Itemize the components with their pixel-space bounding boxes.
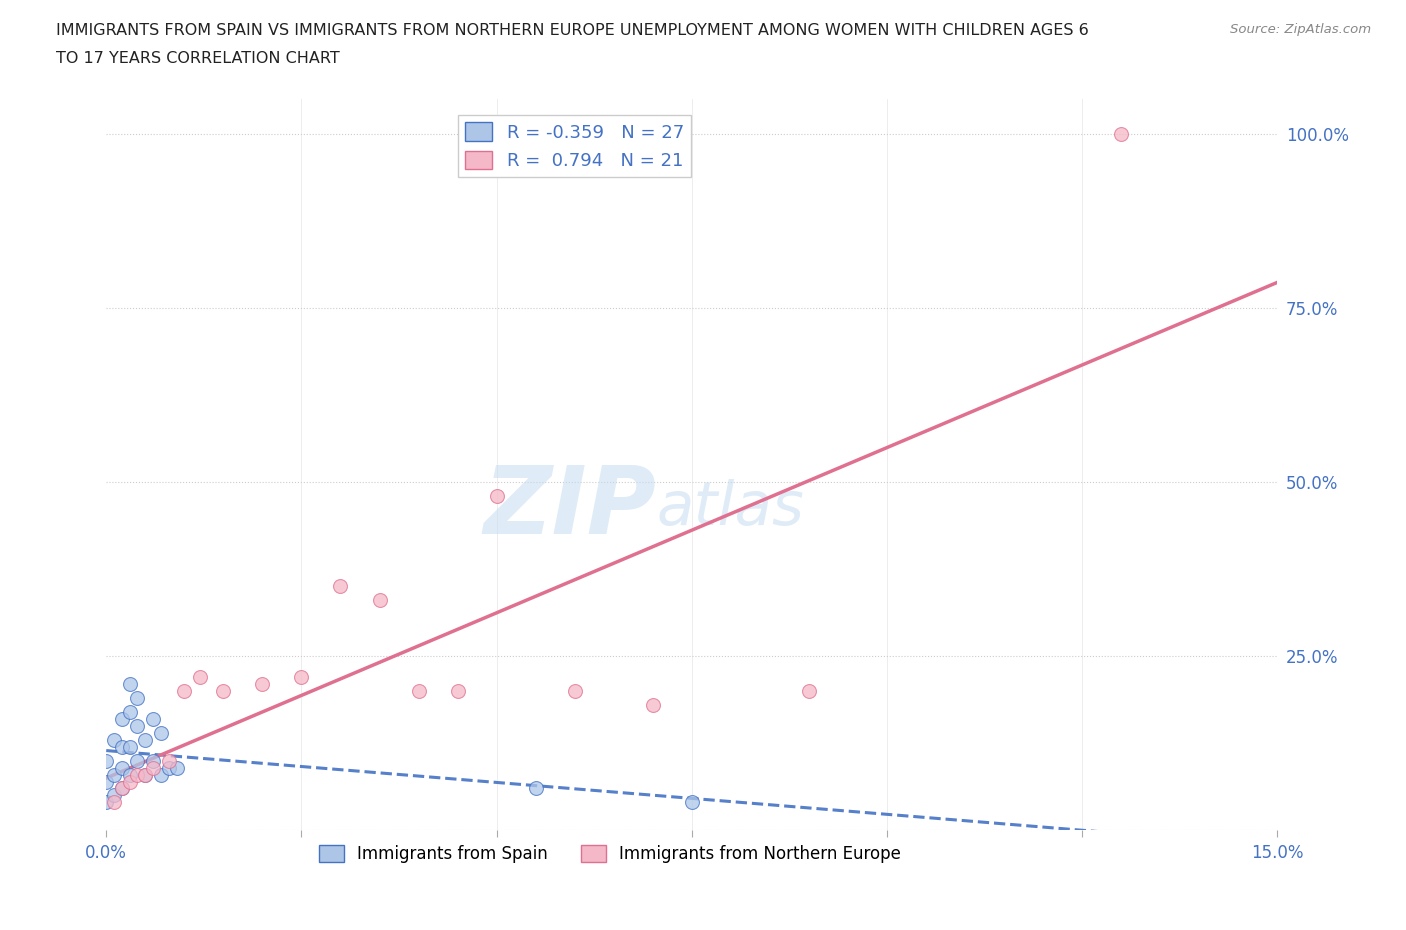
Point <box>111 739 134 754</box>
Point <box>118 704 141 719</box>
Point <box>127 767 149 782</box>
Legend: Immigrants from Spain, Immigrants from Northern Europe: Immigrants from Spain, Immigrants from N… <box>312 838 908 870</box>
Point <box>118 739 141 754</box>
Point <box>134 767 156 782</box>
Point <box>524 781 547 796</box>
Point <box>96 795 118 810</box>
Point <box>641 698 664 712</box>
Point <box>118 767 141 782</box>
Point <box>329 579 352 594</box>
Text: IMMIGRANTS FROM SPAIN VS IMMIGRANTS FROM NORTHERN EUROPE UNEMPLOYMENT AMONG WOME: IMMIGRANTS FROM SPAIN VS IMMIGRANTS FROM… <box>56 23 1090 38</box>
Point <box>127 718 149 733</box>
Point <box>252 676 274 691</box>
Point <box>446 684 468 698</box>
Point <box>166 760 188 775</box>
Point <box>118 676 141 691</box>
Point <box>111 781 134 796</box>
Point <box>142 711 165 726</box>
Point <box>111 711 134 726</box>
Point <box>118 774 141 789</box>
Point <box>96 774 118 789</box>
Point <box>103 795 125 810</box>
Text: Source: ZipAtlas.com: Source: ZipAtlas.com <box>1230 23 1371 36</box>
Point <box>797 684 820 698</box>
Point <box>485 488 508 503</box>
Point <box>134 767 156 782</box>
Point <box>290 670 312 684</box>
Point <box>103 788 125 803</box>
Point <box>111 781 134 796</box>
Point <box>111 760 134 775</box>
Text: ZIP: ZIP <box>484 462 657 554</box>
Text: atlas: atlas <box>657 479 804 538</box>
Point <box>564 684 586 698</box>
Text: TO 17 YEARS CORRELATION CHART: TO 17 YEARS CORRELATION CHART <box>56 51 340 66</box>
Point <box>149 767 172 782</box>
Point <box>149 725 172 740</box>
Point <box>157 753 180 768</box>
Point <box>368 593 391 608</box>
Point <box>142 760 165 775</box>
Point <box>1111 126 1133 141</box>
Point <box>127 753 149 768</box>
Point <box>127 690 149 705</box>
Point <box>681 795 703 810</box>
Point <box>157 760 180 775</box>
Point <box>96 753 118 768</box>
Point <box>103 767 125 782</box>
Point <box>134 732 156 747</box>
Point <box>188 670 211 684</box>
Point <box>408 684 430 698</box>
Point <box>212 684 235 698</box>
Point <box>103 732 125 747</box>
Point <box>173 684 195 698</box>
Point <box>142 753 165 768</box>
